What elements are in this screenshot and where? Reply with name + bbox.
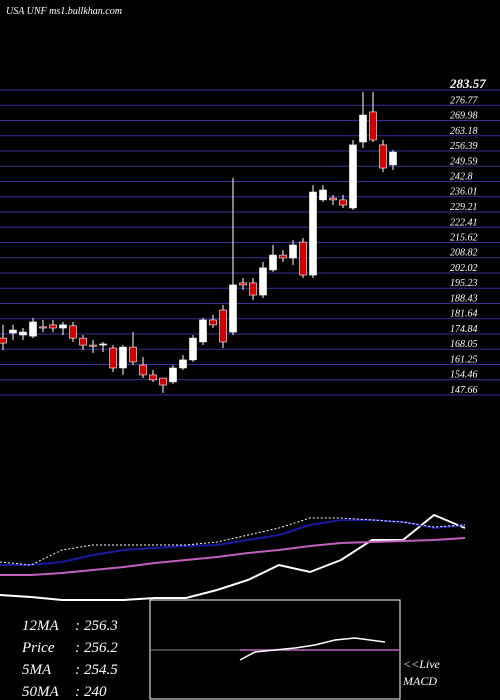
macd-label: <<Live	[403, 657, 441, 671]
candle-body	[0, 337, 7, 344]
candle-body	[199, 319, 207, 343]
y-tick-label: 161.25	[450, 355, 478, 366]
stat-label: Price	[21, 640, 55, 656]
candle-body	[79, 337, 87, 346]
candle-body	[219, 309, 227, 343]
candle-body	[19, 331, 27, 336]
stat-label: 12MA	[22, 618, 59, 634]
stat-sep: :	[75, 684, 80, 700]
candle-body	[229, 284, 237, 333]
y-tick-label: 188.43	[450, 294, 478, 305]
candle-body	[29, 321, 37, 337]
candle-body	[69, 325, 77, 339]
candle-body	[319, 189, 327, 201]
candle-body	[349, 144, 357, 209]
candle-body	[249, 282, 257, 296]
candle-body	[49, 324, 57, 329]
candle-body	[179, 359, 187, 369]
stat-sep: :	[75, 640, 80, 656]
candle-body	[359, 114, 367, 143]
candle-body	[109, 347, 117, 369]
ma-line	[0, 537, 466, 576]
y-tick-label: 215.62	[450, 232, 478, 243]
candle-body	[369, 111, 377, 141]
candle-body	[259, 267, 267, 296]
y-tick-label: 229.21	[450, 202, 478, 213]
candle-body	[169, 367, 177, 383]
y-tick-label: 283.57	[449, 76, 486, 91]
y-tick-label: 181.64	[450, 309, 478, 320]
candle-body	[89, 344, 97, 347]
macd-line	[239, 637, 386, 661]
candle-body	[269, 254, 277, 271]
candle-body	[99, 343, 107, 346]
candle-body	[309, 191, 317, 276]
stat-label: 50MA	[22, 684, 59, 700]
candle-body	[9, 329, 17, 334]
candle-body	[39, 326, 47, 329]
candle-body	[209, 319, 217, 326]
candle-body	[59, 324, 67, 329]
candle-body	[389, 151, 397, 166]
candle-body	[339, 199, 347, 206]
candle-body	[129, 346, 137, 363]
stat-label: 5MA	[22, 662, 52, 678]
y-tick-label: 276.77	[450, 95, 479, 106]
candle-body	[159, 377, 167, 386]
candle-body	[139, 364, 147, 376]
stat-sep: :	[75, 618, 80, 634]
candle-body	[289, 244, 297, 259]
macd-sublabel: MACD	[402, 674, 437, 688]
stat-value: 240	[84, 684, 107, 700]
y-tick-label: 242.8	[450, 171, 473, 182]
y-tick-label: 256.39	[450, 141, 478, 152]
y-tick-label: 249.59	[450, 156, 478, 167]
candle-body	[239, 282, 247, 286]
candle-body	[379, 144, 387, 169]
ma-line	[0, 519, 466, 566]
y-tick-label: 208.82	[450, 248, 478, 259]
candle-body	[189, 337, 197, 361]
y-tick-label: 236.01	[450, 187, 478, 198]
y-tick-label: 147.66	[450, 385, 478, 396]
chart-title: USA UNF ms1.bullkhan.com	[6, 6, 122, 17]
candle-body	[299, 241, 307, 276]
y-tick-label: 168.05	[450, 339, 478, 350]
y-tick-label: 195.23	[450, 278, 478, 289]
y-tick-label: 174.84	[450, 324, 478, 335]
y-tick-label: 263.18	[450, 126, 478, 137]
stat-value: 256.3	[84, 618, 118, 634]
y-tick-label: 202.02	[450, 263, 478, 274]
candle-body	[149, 374, 157, 381]
stat-value: 254.5	[84, 662, 118, 678]
stat-value: 256.2	[84, 640, 118, 656]
y-tick-label: 269.98	[450, 110, 478, 121]
y-tick-label: 154.46	[450, 370, 478, 381]
stat-sep: :	[75, 662, 80, 678]
ma-line	[0, 517, 466, 566]
candle-body	[279, 254, 287, 259]
candle-body	[329, 197, 337, 201]
candle-body	[119, 346, 127, 369]
ma-line	[0, 513, 466, 601]
y-tick-label: 222.41	[450, 217, 478, 228]
